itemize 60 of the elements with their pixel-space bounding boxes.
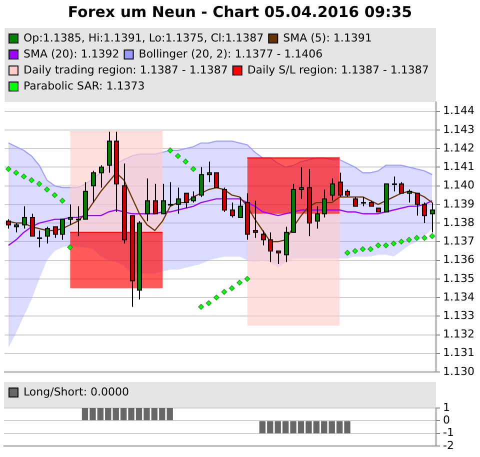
- point: [422, 235, 428, 241]
- point: [28, 177, 34, 184]
- y-tick-label: 1.137: [443, 234, 474, 248]
- point: [360, 246, 366, 252]
- y-tick-label: 1.131: [443, 346, 474, 360]
- y-tick-label: 1.135: [443, 272, 474, 285]
- point: [44, 186, 50, 192]
- point: [383, 242, 389, 248]
- point: [344, 250, 350, 256]
- legend-label: SMA (20): 1.1392: [24, 47, 120, 60]
- y-tick-label: 1.142: [443, 141, 474, 154]
- point: [59, 198, 66, 204]
- point: [190, 166, 196, 172]
- y-tick-label: 1.141: [443, 160, 474, 174]
- point: [198, 304, 204, 310]
- y-tick-label: 1.136: [443, 253, 474, 266]
- y-tick-label: 1.144: [443, 104, 474, 118]
- point: [244, 276, 250, 282]
- legend-label: Daily S/L region: 1.1387 - 1.1387: [247, 63, 429, 76]
- point: [6, 166, 12, 172]
- legend-label: Parabolic SAR: 1.1373: [24, 79, 145, 92]
- point: [167, 148, 174, 154]
- y-tick-label: 0: [443, 414, 450, 427]
- point: [414, 235, 420, 241]
- legend-label: Op:1.1385, Hi:1.1391, Lo:1.1375, Cl:1.1387: [24, 31, 264, 44]
- legend-label: SMA (5): 1.1391: [283, 31, 372, 44]
- point: [406, 236, 412, 243]
- y-tick-label: 1.139: [443, 197, 474, 210]
- chart-title: Forex um Neun - Chart 05.04.2016 09:35: [68, 2, 412, 21]
- point: [13, 170, 20, 176]
- y-tick-label: -2: [443, 438, 454, 452]
- point: [214, 294, 220, 300]
- point: [429, 233, 436, 239]
- point: [206, 300, 212, 306]
- y-tick-label: 1: [443, 400, 450, 414]
- point: [67, 244, 73, 250]
- point: [52, 192, 58, 198]
- point: [221, 289, 228, 295]
- y-tick-label: 1.130: [443, 364, 474, 378]
- point: [398, 238, 404, 245]
- legend-label: Bollinger (20, 2): 1.1377 - 1.1406: [138, 47, 323, 60]
- legend-label: Long/Short: 0.0000: [24, 385, 130, 398]
- point: [236, 280, 242, 286]
- point: [20, 174, 27, 180]
- y-tick-label: 1.138: [443, 216, 474, 229]
- y-tick-label: 1.140: [443, 178, 474, 192]
- point: [375, 242, 382, 248]
- point: [352, 248, 358, 254]
- point: [175, 153, 181, 159]
- y-tick-label: 1.134: [443, 290, 474, 304]
- legend-label: Daily trading region: 1.1387 - 1.1387: [24, 63, 228, 76]
- point: [36, 181, 42, 187]
- point: [228, 285, 235, 292]
- y-tick-label: 1.132: [443, 328, 474, 341]
- point: [390, 240, 397, 246]
- y-tick-label: -1: [443, 426, 454, 440]
- point: [182, 158, 189, 164]
- point: [368, 246, 374, 252]
- y-tick-label: 1.143: [443, 122, 474, 136]
- y-tick-label: 1.133: [443, 308, 474, 322]
